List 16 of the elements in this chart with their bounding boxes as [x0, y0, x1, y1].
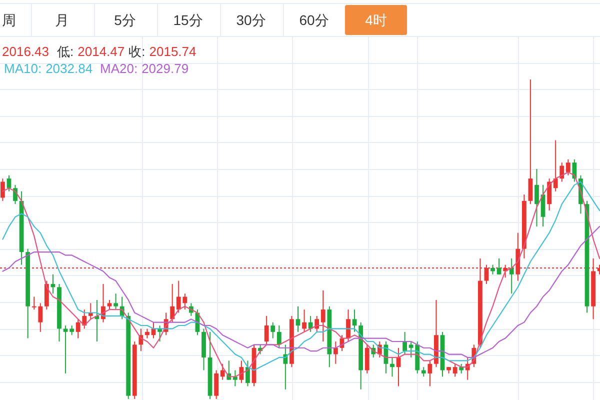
- text: 收:: [128, 44, 146, 59]
- series-name: MA20:: [100, 61, 138, 76]
- text: 低:: [57, 44, 74, 59]
- text: 2016.43: [2, 44, 49, 59]
- text: 2015.74: [149, 44, 196, 59]
- text: 30分: [236, 12, 266, 28]
- text: 60分: [299, 12, 329, 28]
- text: 2014.47: [78, 44, 125, 59]
- text: 周: [2, 12, 16, 28]
- text: 2032.84: [46, 61, 93, 76]
- series-name: MA10:: [4, 61, 42, 76]
- text: 2029.79: [142, 61, 189, 76]
- text: 4时: [365, 12, 387, 28]
- text: 5分: [114, 12, 136, 28]
- text: 月: [55, 12, 69, 28]
- text: 15分: [173, 12, 203, 28]
